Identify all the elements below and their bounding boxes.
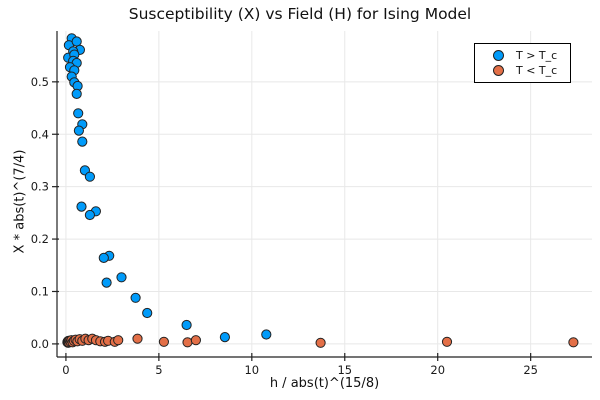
x-axis-label: h / abs(t)^(15/8)	[269, 376, 380, 391]
data-point-series-0	[71, 88, 82, 100]
x-tick-label: 15	[337, 363, 352, 377]
y-tick-label: 0.1	[31, 284, 49, 298]
data-point-series-0	[181, 319, 192, 331]
y-tick-label: 0.0	[31, 337, 49, 351]
series-marker-icon	[493, 50, 504, 61]
legend-label: T < T_c	[516, 64, 558, 77]
x-tick-label: 5	[155, 363, 162, 377]
legend: T > T_c T < T_c	[474, 43, 571, 83]
y-tick-label: 0.2	[31, 232, 49, 246]
data-point-series-1	[113, 335, 124, 346]
data-point-series-0	[71, 36, 82, 47]
data-point-series-0	[84, 209, 96, 221]
data-point-series-0	[261, 329, 272, 340]
x-tick-label: 25	[523, 363, 538, 377]
data-point-series-1	[315, 337, 326, 348]
data-point-series-1	[190, 335, 201, 346]
data-point-series-1	[158, 336, 169, 347]
data-point-series-1	[132, 333, 143, 344]
data-point-series-0	[98, 252, 109, 263]
data-point-series-0	[101, 277, 112, 288]
y-tick-label: 0.5	[31, 75, 49, 89]
data-point-series-0	[142, 307, 153, 319]
data-point-series-1	[568, 337, 579, 348]
legend-label: T > T_c	[516, 49, 558, 62]
data-point-series-0	[77, 136, 88, 147]
x-tick-label: 20	[430, 363, 445, 377]
legend-item-t-greater-tc: T > T_c	[475, 48, 564, 63]
x-tick-label: 0	[62, 363, 69, 377]
data-point-series-0	[73, 125, 85, 136]
data-point-series-0	[219, 332, 230, 343]
y-tick-label: 0.4	[31, 127, 49, 141]
data-point-series-1	[182, 337, 193, 348]
y-tick-label: 0.3	[31, 180, 49, 194]
series-marker-icon	[493, 65, 504, 76]
data-point-series-1	[441, 336, 453, 347]
data-point-series-0	[76, 201, 87, 212]
data-point-series-0	[116, 272, 127, 283]
data-point-series-0	[73, 108, 84, 119]
data-point-series-0	[130, 292, 141, 303]
y-axis-label: X * abs(t)^(7/4)	[12, 149, 28, 254]
x-tick-label: 10	[244, 363, 259, 377]
chart-title: Susceptibility (X) vs Field (H) for Isin…	[128, 5, 472, 23]
legend-item-t-less-tc: T < T_c	[475, 63, 564, 78]
data-point-series-0	[84, 171, 96, 182]
